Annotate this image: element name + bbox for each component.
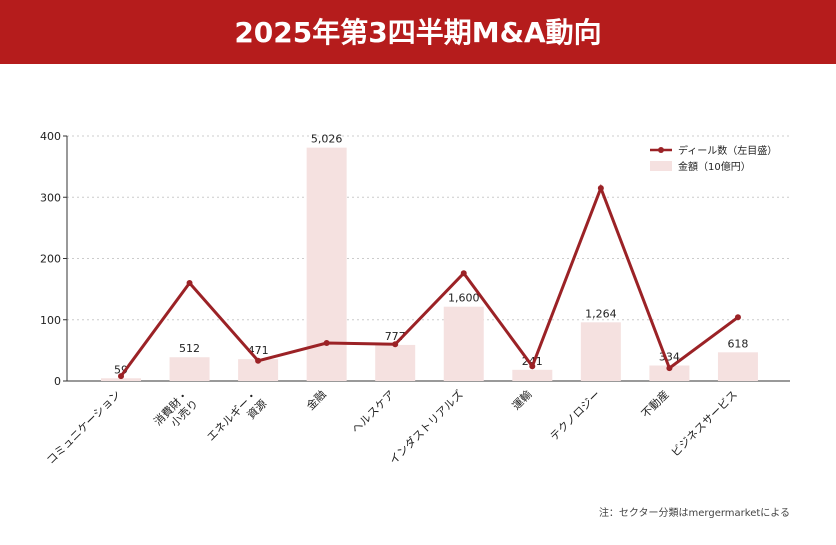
point bbox=[186, 280, 193, 286]
legend-marker bbox=[658, 147, 664, 153]
bar bbox=[512, 369, 553, 381]
bar bbox=[101, 378, 141, 381]
header-band bbox=[0, 0, 836, 64]
point bbox=[597, 185, 604, 192]
line bbox=[119, 183, 739, 377]
point bbox=[666, 365, 673, 372]
bar bbox=[580, 322, 621, 381]
bar bbox=[375, 344, 416, 381]
bar bbox=[169, 357, 210, 381]
y-tick-label: 400 bbox=[40, 130, 61, 143]
point bbox=[529, 363, 536, 370]
y-tick-label: 0 bbox=[54, 375, 61, 388]
legend-label: ディール数（左目盛） bbox=[678, 144, 777, 157]
bar bbox=[238, 359, 279, 381]
note: 注：セクター分類はmergermarketによる bbox=[599, 506, 790, 519]
x-tick-label: コミュニケーション bbox=[44, 388, 123, 467]
value-label: 1,600 bbox=[448, 292, 480, 305]
point bbox=[323, 340, 330, 347]
x-tick-label: 金融 bbox=[303, 387, 328, 412]
x-tick-label: テクノロジー bbox=[548, 388, 603, 443]
point bbox=[460, 270, 467, 277]
y-tick-label: 100 bbox=[40, 314, 61, 327]
value-label: 512 bbox=[179, 342, 200, 355]
x-tick-label: ヘルスケア bbox=[349, 388, 397, 436]
y-tick-label: 200 bbox=[40, 253, 61, 266]
x-tick-label: 消費財・小売り bbox=[151, 387, 201, 437]
value-label: 5,026 bbox=[311, 133, 343, 146]
point bbox=[118, 373, 124, 380]
point bbox=[255, 357, 262, 364]
bar bbox=[717, 352, 758, 381]
bar bbox=[443, 306, 484, 381]
y-tick-label: 300 bbox=[40, 191, 61, 204]
legend-label: 金額（10億円） bbox=[678, 160, 751, 173]
x-tick-label: インダストリアルズ bbox=[386, 387, 466, 467]
value-label: 1,264 bbox=[585, 307, 617, 320]
bar bbox=[649, 365, 690, 381]
chart-title: 2025年第3四半期M&A動向 bbox=[234, 16, 601, 49]
value-label: 618 bbox=[727, 337, 748, 350]
point bbox=[392, 341, 399, 348]
point bbox=[734, 314, 741, 321]
x-tick-label: エネルギー・資源 bbox=[204, 388, 269, 453]
legend-swatch bbox=[650, 161, 672, 171]
x-tick-label: 運輸 bbox=[509, 387, 534, 412]
x-tick-label: ビジネスサービス bbox=[669, 388, 740, 459]
x-tick-label: 不動産 bbox=[638, 387, 671, 420]
